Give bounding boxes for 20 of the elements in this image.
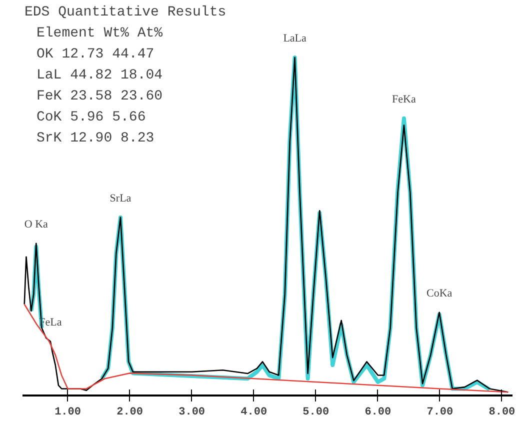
annotation: O Ka: [24, 218, 48, 230]
text: Element Wt% At%: [36, 26, 164, 42]
annotation: CoK 5.96 5.66: [36, 110, 146, 126]
annotation: SrK 12.90 8.23: [36, 130, 154, 146]
x-tick-label: 1.00: [54, 406, 81, 418]
chart-title: EDS Quantitative Results: [24, 4, 226, 20]
annotation: FeKa: [392, 93, 416, 106]
annotation: FeK 23.58 23.60: [36, 88, 163, 104]
annotation: LaLa: [283, 32, 307, 44]
x-tick-label: 2.00: [116, 406, 144, 418]
x-tick-label: 7.00: [426, 406, 454, 418]
annotation: LaL 44.82 18.04: [36, 68, 163, 84]
annotation: OK 12.73 44.47: [36, 46, 154, 62]
annotation: CoKa: [426, 287, 452, 300]
x-tick-label: 5.00: [302, 406, 330, 418]
x-tick-label: 3.00: [178, 406, 206, 418]
annotation: SrLa: [110, 192, 132, 204]
x-tick-label: 4.00: [240, 406, 268, 418]
x-tick-label: 8.00: [488, 406, 516, 418]
x-tick-label: 6.00: [364, 406, 392, 418]
